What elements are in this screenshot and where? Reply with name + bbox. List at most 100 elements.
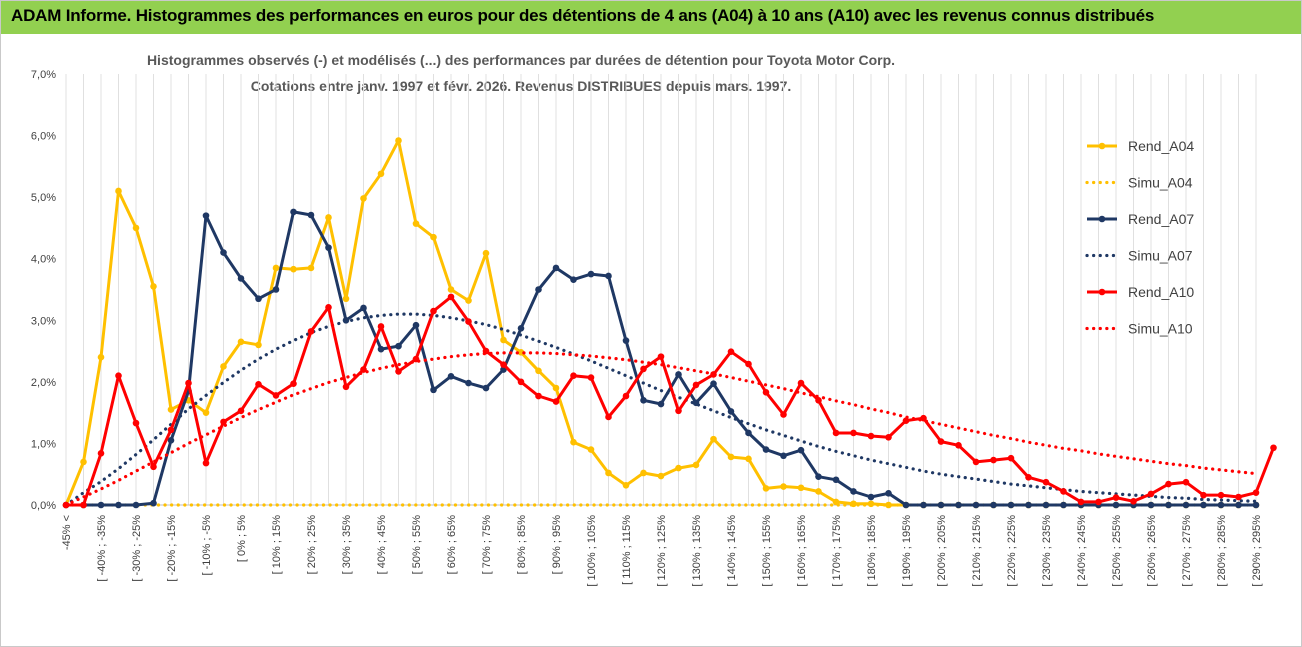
data-point-rend-a07 (1217, 501, 1225, 509)
data-point-rend-a04 (97, 353, 105, 361)
data-point-rend-a10 (132, 419, 140, 427)
data-point-rend-a07 (412, 321, 420, 329)
data-point-rend-a04 (290, 265, 297, 273)
data-point-rend-a07 (640, 397, 647, 404)
data-point-rend-a10 (395, 368, 402, 375)
y-tick-label: 5,0% (31, 192, 56, 204)
data-point-rend-a10 (885, 433, 892, 441)
x-tick-label: [ 70% ; 75% (481, 515, 493, 575)
legend-label-rend-a04: Rend_A04 (1128, 138, 1194, 154)
data-point-rend-a10 (167, 426, 175, 434)
x-tick-label: [ 90% ; 95% (551, 515, 563, 575)
data-point-rend-a10 (780, 411, 787, 418)
data-point-rend-a07 (1200, 501, 1207, 509)
header-banner: ADAM Informe. Histogrammes des performan… (1, 1, 1301, 34)
data-point-rend-a04 (570, 438, 577, 446)
data-point-rend-a10 (272, 392, 280, 399)
data-point-rend-a07 (867, 493, 875, 501)
data-point-rend-a07 (1007, 501, 1015, 509)
data-point-rend-a10 (500, 361, 507, 368)
data-point-rend-a04 (797, 484, 805, 492)
x-tick-label: [ 280% ; 285% (1216, 515, 1228, 587)
data-point-rend-a10 (832, 429, 840, 437)
data-point-rend-a04 (587, 446, 595, 453)
data-point-rend-a07 (990, 501, 997, 509)
data-point-rend-a10 (1130, 498, 1137, 505)
data-point-rend-a10 (535, 392, 542, 400)
data-point-rend-a04 (115, 187, 122, 195)
x-tick-label: [ 270% ; 275% (1181, 515, 1193, 587)
data-point-rend-a10 (1007, 454, 1015, 462)
data-point-rend-a10 (237, 407, 245, 415)
data-point-rend-a10 (1182, 478, 1190, 486)
data-point-rend-a07 (447, 373, 455, 380)
data-point-rend-a10 (1252, 489, 1260, 496)
x-tick-label: [ 290% ; 295% (1251, 515, 1263, 587)
data-point-rend-a04 (657, 472, 665, 480)
data-point-rend-a04 (745, 455, 752, 463)
x-tick-label: [ 10% ; 15% (271, 515, 283, 575)
data-point-rend-a10 (570, 372, 577, 380)
data-point-rend-a10 (360, 366, 367, 373)
data-point-rend-a07 (780, 452, 787, 460)
data-point-rend-a07 (237, 275, 245, 282)
data-point-rend-a10 (1200, 491, 1207, 499)
data-point-rend-a07 (552, 264, 560, 272)
data-point-rend-a10 (1042, 478, 1050, 486)
data-point-rend-a07 (535, 286, 542, 293)
data-point-rend-a07 (132, 501, 140, 509)
data-point-rend-a07 (167, 437, 175, 444)
y-tick-label: 2,0% (31, 377, 56, 389)
data-point-rend-a07 (675, 371, 682, 378)
y-tick-label: 1,0% (31, 438, 56, 450)
data-point-rend-a04 (272, 264, 280, 272)
data-point-rend-a07 (955, 501, 962, 509)
data-point-rend-a04 (342, 295, 350, 303)
data-point-rend-a10 (692, 381, 700, 389)
x-tick-label: [ 140% ; 145% (726, 515, 738, 587)
data-point-rend-a10 (552, 398, 560, 405)
data-point-rend-a04 (762, 485, 770, 492)
data-point-rend-a10 (955, 441, 962, 449)
data-point-rend-a07 (307, 211, 315, 219)
data-point-rend-a04 (150, 283, 157, 290)
legend-label-simu-a10: Simu_A10 (1128, 321, 1193, 337)
data-point-rend-a04 (640, 469, 647, 477)
x-tick-label: [ 210% ; 215% (971, 515, 983, 587)
x-tick-label: [ 130% ; 135% (691, 515, 703, 587)
data-point-rend-a10 (1112, 494, 1120, 501)
data-point-rend-a07 (220, 249, 227, 256)
legend-label-rend-a07: Rend_A07 (1128, 211, 1194, 227)
data-point-rend-a07 (1165, 501, 1172, 509)
data-point-rend-a07 (745, 429, 752, 437)
data-point-rend-a04 (325, 214, 332, 221)
data-point-rend-a10 (255, 381, 262, 388)
data-point-rend-a10 (920, 414, 927, 422)
x-tick-label: [ 80% ; 85% (516, 515, 528, 575)
legend-label-simu-a04: Simu_A04 (1128, 175, 1193, 191)
data-point-rend-a04 (395, 137, 402, 144)
x-tick-label: [ 220% ; 225% (1006, 515, 1018, 587)
data-point-rend-a04 (482, 249, 490, 257)
x-tick-label: [ 40% ; 45% (376, 515, 388, 575)
data-point-rend-a07 (815, 473, 822, 480)
data-point-rend-a10 (587, 374, 595, 381)
data-point-rend-a10 (605, 413, 612, 421)
data-point-rend-a04 (202, 409, 210, 416)
data-point-rend-a04 (430, 233, 437, 241)
data-point-rend-a04 (622, 481, 630, 489)
x-tick-label: [ 230% ; 235% (1041, 515, 1053, 587)
data-point-rend-a07 (1252, 501, 1260, 509)
data-point-rend-a10 (202, 459, 210, 467)
data-point-rend-a10 (657, 353, 665, 360)
legend-label-rend-a10: Rend_A10 (1128, 284, 1194, 300)
x-tick-label: -45% < (61, 515, 73, 550)
data-point-rend-a10 (972, 458, 980, 466)
x-tick-label: [ 50% ; 55% (411, 515, 423, 575)
data-point-rend-a10 (517, 378, 525, 386)
legend-label-simu-a07: Simu_A07 (1128, 248, 1193, 264)
data-point-rend-a04 (447, 286, 455, 293)
data-point-rend-a04 (727, 453, 735, 461)
data-point-rend-a10 (430, 307, 437, 315)
